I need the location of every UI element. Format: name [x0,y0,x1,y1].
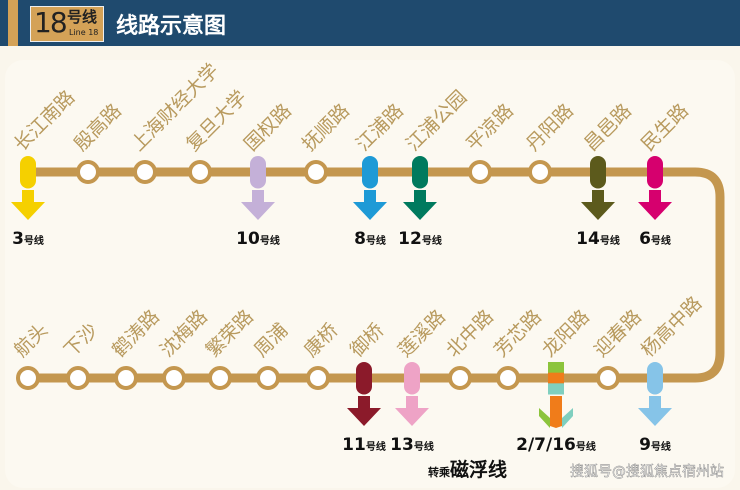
station-circle [528,160,552,184]
station-name: 繁荣路 [202,306,258,362]
station-name: 长江南路 [10,86,79,155]
station-circle [306,366,330,390]
transfer-arrow-icon [562,408,573,428]
station-circle [114,366,138,390]
station-name: 沈梅路 [156,306,212,362]
station-circle [256,366,280,390]
transfer-capsule [404,362,420,395]
station-name: 殷高路 [70,100,126,156]
station-name: 芳芯路 [490,306,546,362]
transfer-arrow-icon [395,396,429,426]
transfer-arrow-icon [539,408,550,428]
transfer-line-label: 13号线 [390,435,434,455]
line-number: 18 [34,6,68,39]
transfer-capsule [590,156,606,189]
page-title: 线路示意图 [116,14,227,39]
header-accent-bar [8,0,18,46]
station-circle [208,366,232,390]
station-name: 民生路 [637,100,693,156]
station-name: 昌邑路 [580,100,636,156]
transfer-capsule [250,156,266,189]
transfer-arrow-icon [638,396,672,426]
transfer-line-label: 14号线 [576,229,620,249]
transfer-capsule [548,372,564,384]
station-circle [596,366,620,390]
station-name: 鹤涛路 [108,306,164,362]
station-name: 龙阳路 [538,306,594,362]
station-circle [496,366,520,390]
transfer-arrow-icon [347,396,381,426]
station-name: 迎春路 [590,306,646,362]
station-name: 杨高中路 [637,292,706,361]
station-name: 康桥 [300,319,342,361]
station-name: 航头 [10,319,52,361]
transfer-arrow-icon [638,190,672,220]
transfer-capsule [20,156,36,189]
line-zh: 号线 [67,8,98,26]
station-name: 御桥 [346,319,388,361]
station-circle [66,366,90,390]
header: 18 号线 Line 18 线路示意图 [0,0,740,46]
transfer-line-label: 9号线 [639,435,671,455]
station-name: 平凉路 [462,100,518,156]
station-circle [16,366,40,390]
transfer-arrow-icon [241,190,275,220]
station-name: 国权路 [240,100,296,156]
station-circle [468,160,492,184]
station-name: 莲溪路 [394,306,450,362]
transfer-arrow-icon [353,190,387,220]
transfer-line-label: 12号线 [398,229,442,249]
line-en: Line 18 [69,28,99,37]
transfer-line-label: 2/7/16号线 [516,435,596,455]
station: 御桥 11号线 [342,319,388,455]
station-circle [133,160,157,184]
transfer-capsule [647,362,663,395]
station-circle [162,366,186,390]
station-circle [76,160,100,184]
transfer-arrow-icon [550,396,562,428]
station-circle [448,366,472,390]
transfer-line-label: 11号线 [342,435,386,455]
station-circle [304,160,328,184]
transfer-arrow-icon [403,190,437,220]
transfer-capsule [356,362,372,395]
station-name: 江浦公园 [402,86,471,155]
maglev-transfer-note: 转乘磁浮线 [428,458,507,481]
transfer-arrow-icon [11,190,45,220]
transfer-capsule [548,383,564,395]
transfer-capsule [647,156,663,189]
line-badge: 18 号线 Line 18 [30,6,104,42]
transfer-line-label: 3号线 [12,229,44,249]
station-name: 周浦 [250,319,292,361]
station-name: 北中路 [442,306,498,362]
station-circle [188,160,212,184]
transfer-line-label: 10号线 [236,229,280,249]
transfer-line-label: 8号线 [354,229,386,249]
track-line [28,167,725,383]
station-name: 下沙 [60,319,102,361]
station-name: 抚顺路 [298,100,354,156]
transfer-capsule [412,156,428,189]
watermark: 搜狐号@搜狐焦点宿州站 [570,463,724,480]
station-name: 丹阳路 [522,100,578,156]
transfer-arrow-icon [581,190,615,220]
station-name: 江浦路 [352,100,408,156]
transfer-line-label: 6号线 [639,229,671,249]
transfer-capsule [362,156,378,189]
transfer-capsule [548,362,564,374]
